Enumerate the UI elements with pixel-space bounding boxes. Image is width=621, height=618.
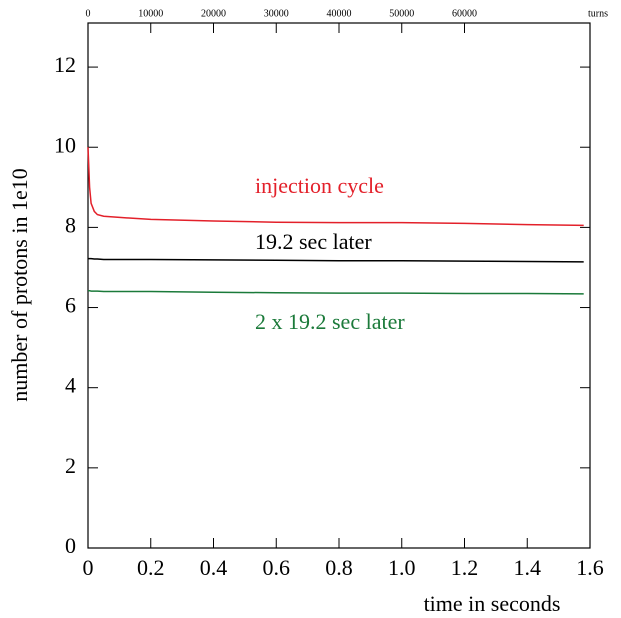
y-tick-label: 6 xyxy=(65,293,76,318)
x-tick-label: 1.0 xyxy=(388,555,416,580)
x-axis-label: time in seconds xyxy=(424,591,561,616)
y-tick-label: 4 xyxy=(65,373,76,398)
x2-tick-label: 10000 xyxy=(138,8,163,19)
y-tick-label: 2 xyxy=(65,453,76,478)
x-tick-label: 0 xyxy=(83,555,94,580)
x-tick-label: 0.2 xyxy=(137,555,165,580)
x2-tick-label: 50000 xyxy=(389,8,414,19)
series-line xyxy=(88,289,584,295)
x-tick-label: 1.4 xyxy=(514,555,542,580)
x2-tick-label: 40000 xyxy=(327,8,352,19)
plot-frame xyxy=(87,22,591,549)
x-tick-label: 0.6 xyxy=(263,555,291,580)
x2-tick-label: 0 xyxy=(86,8,91,19)
y-tick-label: 8 xyxy=(65,212,76,237)
series-label: 19.2 sec later xyxy=(255,229,372,254)
x2-tick-label: 30000 xyxy=(264,8,289,19)
series-label: injection cycle xyxy=(255,173,384,198)
x2-tick-label: 60000 xyxy=(452,8,477,19)
y-tick-label: 10 xyxy=(54,132,76,157)
y-axis-label: number of protons in 1e10 xyxy=(7,168,32,401)
x-tick-label: 1.2 xyxy=(451,555,479,580)
x2-tick-label: 20000 xyxy=(201,8,226,19)
y-tick-label: 12 xyxy=(54,52,76,77)
x-tick-label: 1.6 xyxy=(576,555,604,580)
x-tick-label: 0.4 xyxy=(200,555,228,580)
y-tick-label: 0 xyxy=(65,533,76,558)
x2-axis-label: turns xyxy=(588,8,608,19)
series-line xyxy=(87,147,584,227)
series-line xyxy=(88,257,584,263)
series-label: 2 x 19.2 sec later xyxy=(255,309,405,334)
x-tick-label: 0.8 xyxy=(325,555,353,580)
